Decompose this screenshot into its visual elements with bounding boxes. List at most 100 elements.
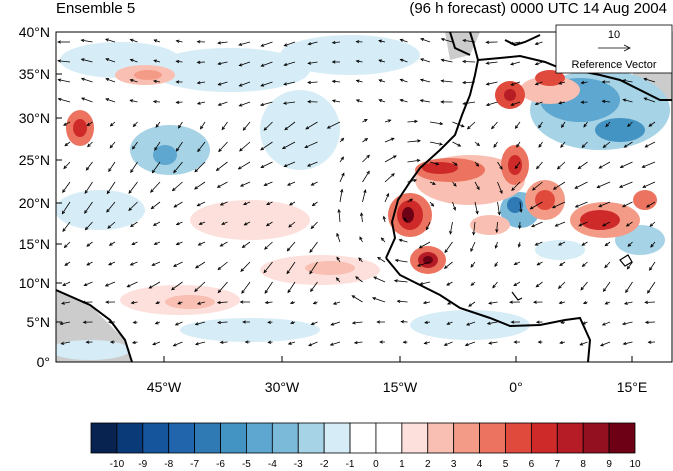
wind-vector	[646, 201, 656, 208]
wind-vector	[309, 241, 318, 253]
wind-vector	[535, 281, 543, 288]
colorbar-label: 3	[451, 459, 457, 470]
wind-vector	[287, 181, 296, 186]
wind-vector-head	[80, 77, 85, 81]
wind-vector	[429, 141, 443, 145]
wind-vector-head	[196, 301, 201, 305]
wind-vector-head	[476, 186, 480, 191]
wind-vector-head	[416, 263, 421, 267]
wind-vector	[559, 261, 566, 266]
wind-vector	[197, 141, 206, 152]
wind-vector-head	[557, 285, 562, 289]
wind-vector-head	[430, 203, 435, 207]
wind-vector	[400, 79, 408, 83]
wind-vector	[127, 281, 138, 288]
wind-vector-head	[472, 231, 476, 236]
colorbar-swatch	[297, 422, 325, 454]
wind-vector	[105, 78, 116, 83]
colorbar-label: 2	[425, 459, 431, 470]
wind-vector-head	[126, 284, 131, 288]
wind-vector	[537, 261, 543, 266]
wind-vector-head	[196, 203, 201, 207]
wind-vector	[195, 261, 206, 269]
colorbar-swatch	[479, 422, 506, 454]
wind-vector-head	[398, 238, 403, 243]
wind-vector	[107, 221, 116, 229]
wind-vector	[264, 241, 273, 250]
wind-vector-head	[602, 288, 607, 293]
wind-vector-head	[129, 262, 134, 266]
wind-vector-head	[499, 166, 503, 170]
wind-vector-head	[486, 321, 491, 325]
wind-vector	[309, 261, 318, 274]
wind-vector-head	[62, 228, 66, 233]
wind-vector	[240, 181, 251, 187]
wind-vector	[241, 281, 251, 294]
wind-vector	[84, 181, 93, 194]
wind-vector-head	[643, 77, 648, 81]
wind-vector	[154, 141, 161, 151]
wind-vector-head	[409, 198, 414, 202]
wind-vector	[605, 121, 611, 127]
wind-vector-head	[341, 172, 345, 177]
wind-vector	[310, 221, 318, 229]
wind-vector	[200, 121, 206, 130]
wind-vector-head	[510, 102, 515, 106]
wind-vector-head	[598, 165, 603, 169]
wind-vector-head	[109, 340, 114, 344]
wind-vector-head	[175, 222, 180, 226]
wind-vector-head	[238, 103, 243, 107]
wind-vector-head	[580, 80, 585, 85]
wind-vector-head	[559, 262, 563, 267]
wind-vector	[352, 321, 363, 324]
wind-vector-head	[195, 265, 199, 269]
wind-vector	[173, 201, 183, 208]
wind-vector-head	[283, 62, 288, 67]
wind-vector	[243, 121, 251, 131]
wind-vector	[423, 301, 431, 304]
wind-vector	[627, 121, 633, 127]
wind-vector	[339, 173, 345, 183]
wind-vector-head	[531, 187, 536, 191]
wind-vector-head	[332, 301, 337, 305]
wind-vector-head	[198, 221, 203, 225]
wind-vector	[420, 79, 431, 83]
wind-vector	[596, 181, 611, 188]
wind-vector-head	[387, 119, 392, 123]
wind-vector-head	[194, 288, 198, 292]
wind-vector-head	[196, 101, 201, 105]
wind-vector-head	[399, 98, 404, 103]
wind-vector	[239, 101, 251, 107]
colorbar-swatch	[323, 422, 351, 454]
wind-vector-head	[175, 59, 180, 64]
wind-vector-head	[108, 242, 113, 246]
wind-vector	[603, 141, 611, 148]
wind-vector	[378, 40, 386, 43]
wind-vector-head	[217, 82, 222, 86]
wind-vector	[338, 209, 341, 223]
wind-vector-head	[260, 164, 265, 168]
wind-vector-head	[59, 321, 64, 326]
wind-vector-head	[84, 190, 88, 194]
wind-vector-head	[244, 340, 249, 344]
wind-vector-head	[282, 101, 287, 105]
wind-vector	[420, 38, 431, 43]
colorbar-label: -3	[294, 459, 303, 470]
wind-vector	[515, 121, 521, 129]
wind-vector-head	[216, 184, 221, 188]
wind-vector-head	[470, 282, 475, 286]
wind-vector-head	[399, 78, 404, 82]
wind-vector-head	[580, 100, 585, 104]
wind-vector-head	[618, 184, 623, 188]
wind-vector-head	[194, 342, 199, 346]
wind-vector-head	[241, 290, 245, 294]
wind-vector-head	[359, 236, 363, 241]
forecast-time-title: (96 h forecast) 0000 UTC 14 Aug 2004	[409, 0, 667, 17]
wind-vector-head	[491, 125, 495, 130]
wind-vector	[64, 141, 71, 147]
wind-vector-head	[194, 168, 198, 173]
wind-vector-head	[558, 301, 563, 305]
wind-vector-head	[645, 204, 650, 208]
wind-vector-head	[197, 148, 201, 153]
wind-vector	[288, 221, 296, 228]
